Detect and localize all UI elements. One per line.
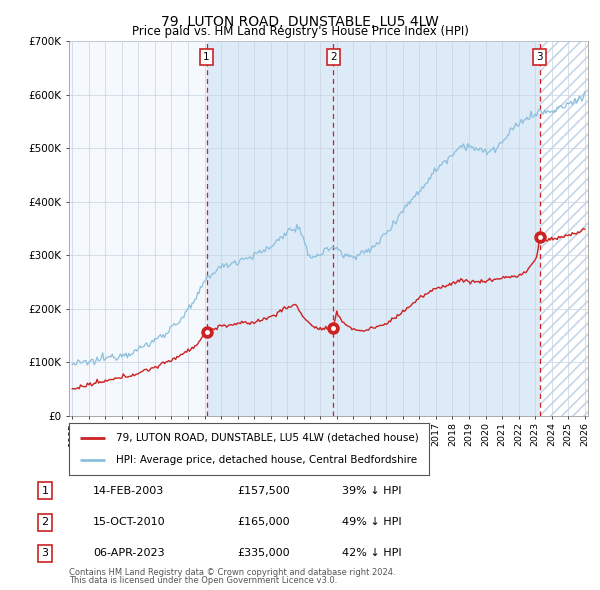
Text: 14-FEB-2003: 14-FEB-2003 xyxy=(93,486,164,496)
Text: 1: 1 xyxy=(41,486,49,496)
Text: This data is licensed under the Open Government Licence v3.0.: This data is licensed under the Open Gov… xyxy=(69,576,337,585)
Text: £165,000: £165,000 xyxy=(237,517,290,527)
Text: 3: 3 xyxy=(536,53,543,63)
Bar xyxy=(539,41,593,416)
Text: 39% ↓ HPI: 39% ↓ HPI xyxy=(342,486,401,496)
Text: £157,500: £157,500 xyxy=(237,486,290,496)
Text: 49% ↓ HPI: 49% ↓ HPI xyxy=(342,517,401,527)
Text: 06-APR-2023: 06-APR-2023 xyxy=(93,549,164,558)
Bar xyxy=(333,41,539,416)
Text: 79, LUTON ROAD, DUNSTABLE, LU5 4LW (detached house): 79, LUTON ROAD, DUNSTABLE, LU5 4LW (deta… xyxy=(116,432,419,442)
Text: £335,000: £335,000 xyxy=(237,549,290,558)
Bar xyxy=(206,41,333,416)
Text: Contains HM Land Registry data © Crown copyright and database right 2024.: Contains HM Land Registry data © Crown c… xyxy=(69,568,395,577)
Text: HPI: Average price, detached house, Central Bedfordshire: HPI: Average price, detached house, Cent… xyxy=(116,455,417,466)
Text: 2: 2 xyxy=(330,53,337,63)
Text: 15-OCT-2010: 15-OCT-2010 xyxy=(93,517,166,527)
Text: 1: 1 xyxy=(203,53,210,63)
Text: 42% ↓ HPI: 42% ↓ HPI xyxy=(342,549,401,558)
Bar xyxy=(539,41,593,416)
Text: 2: 2 xyxy=(41,517,49,527)
Text: Price paid vs. HM Land Registry's House Price Index (HPI): Price paid vs. HM Land Registry's House … xyxy=(131,25,469,38)
Text: 79, LUTON ROAD, DUNSTABLE, LU5 4LW: 79, LUTON ROAD, DUNSTABLE, LU5 4LW xyxy=(161,15,439,29)
Text: 3: 3 xyxy=(41,549,49,558)
